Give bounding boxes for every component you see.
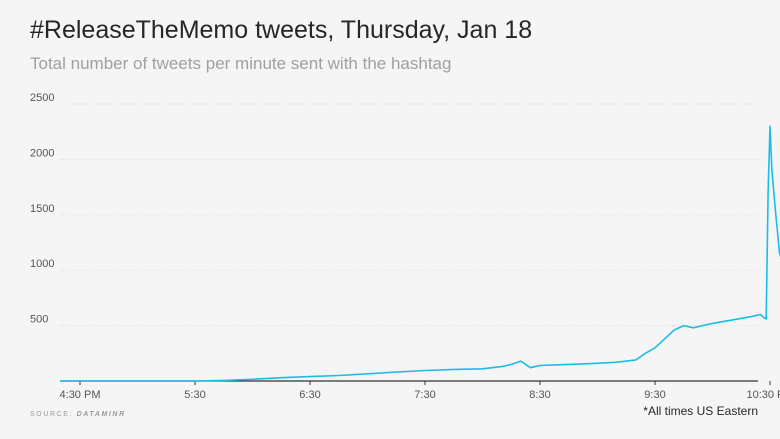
x-tick-labels: 4:30 PM 5:30 6:30 7:30 8:30 9:30 10:30 PM [60,389,780,401]
x-tick-label: 4:30 PM [60,389,101,401]
y-grid [60,103,758,327]
x-tick-label: 9:30 [644,389,665,401]
y-tick-labels: 500 1000 1500 2000 2500 [30,92,54,326]
source-name: DATAMINR [76,411,126,418]
x-tick-label: 6:30 [299,389,320,401]
y-tick-label: 2500 [30,92,54,104]
y-tick-label: 500 [30,314,48,326]
y-tick-label: 1500 [30,203,54,215]
time-zone-note: *All times US Eastern [643,404,758,418]
tweets-series-line [60,125,780,382]
x-tick-label: 8:30 [529,389,550,401]
x-tick-label: 10:30 PM [746,389,780,401]
y-tick-label: 1000 [30,258,54,270]
x-tick-label: 5:30 [184,389,205,401]
chart-title: #ReleaseTheMemo tweets, Thursday, Jan 18 [30,16,533,44]
chart-subtitle: Total number of tweets per minute sent w… [30,54,452,73]
source-label: SOURCE: [30,411,74,418]
y-tick-label: 2000 [30,147,54,159]
x-tick-label: 7:30 [414,389,435,401]
source-credit: SOURCE: DATAMINR [30,411,126,418]
